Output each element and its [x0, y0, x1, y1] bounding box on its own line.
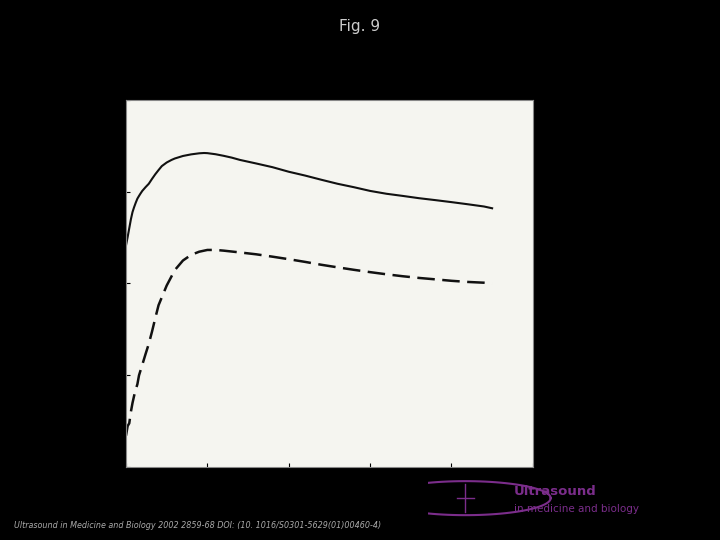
Text: Ultrasound: Ultrasound	[514, 485, 596, 498]
Y-axis label: Peak to peak pressure  [MPa]: Peak to peak pressure [MPa]	[69, 186, 82, 381]
X-axis label: Axial distance [mm]: Axial distance [mm]	[262, 490, 397, 503]
Text: in medicine and biology: in medicine and biology	[514, 504, 639, 515]
Text: Fig. 9: Fig. 9	[339, 19, 381, 34]
Text: Ultrasound in Medicine and Biology 2002 2859-68 DOI: (10. 1016/S0301-5629(01)004: Ultrasound in Medicine and Biology 2002 …	[14, 521, 382, 530]
